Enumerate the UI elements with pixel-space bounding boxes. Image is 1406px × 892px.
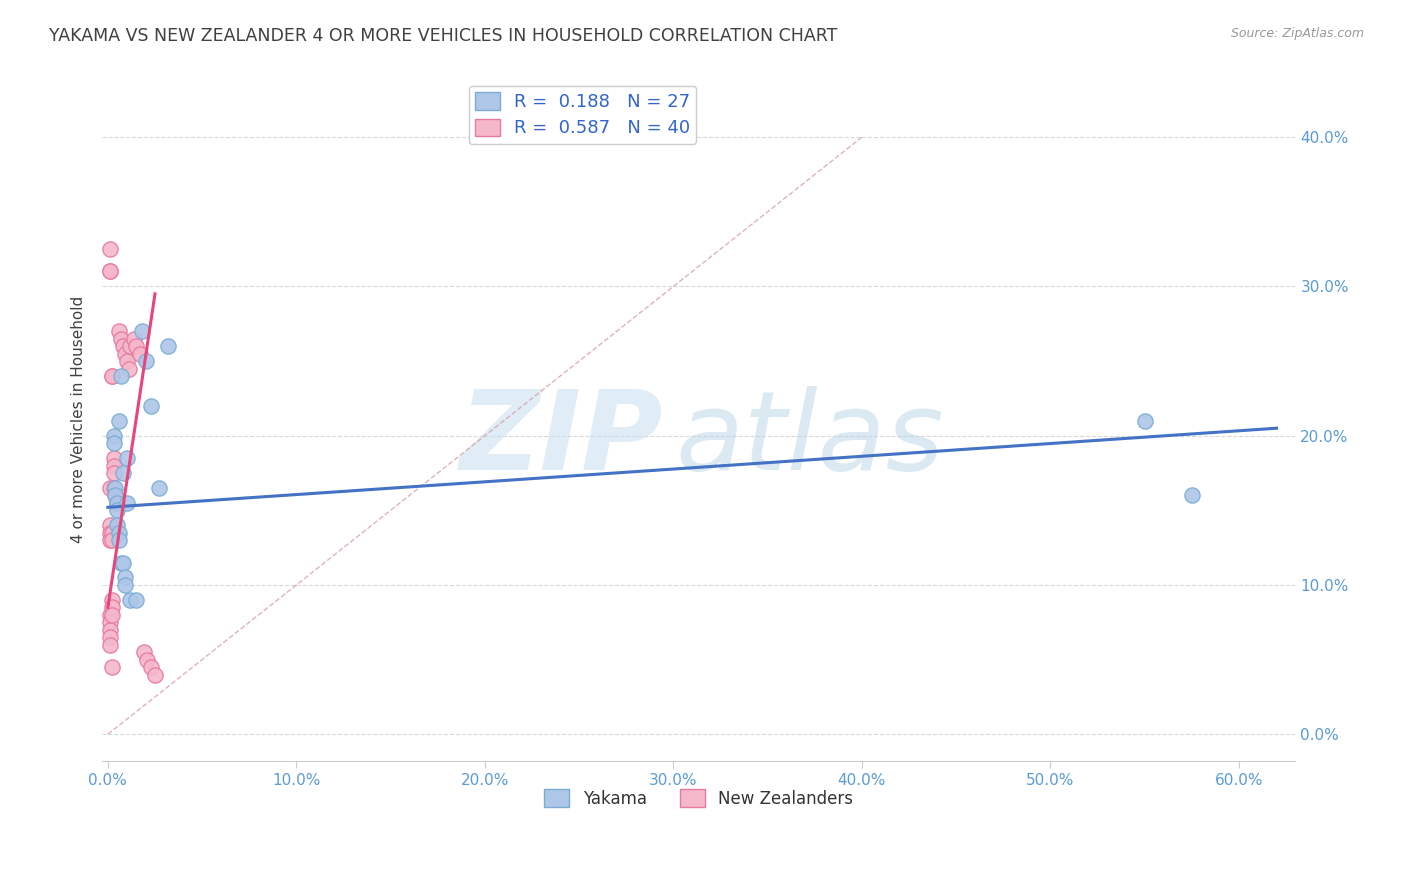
Point	[125, 593, 148, 607]
Point	[98, 264, 121, 278]
Point	[141, 399, 163, 413]
Point	[129, 346, 152, 360]
Point	[98, 623, 121, 637]
Point	[111, 339, 134, 353]
Point	[114, 578, 136, 592]
Point	[111, 466, 134, 480]
Point	[103, 451, 125, 466]
Point	[98, 607, 121, 622]
Point	[105, 503, 128, 517]
Point	[98, 638, 121, 652]
Point	[100, 533, 122, 548]
Point	[108, 414, 131, 428]
Point	[98, 615, 121, 630]
Point	[115, 496, 138, 510]
Point	[104, 488, 127, 502]
Point	[117, 361, 139, 376]
Point	[143, 667, 166, 681]
Point	[110, 368, 132, 383]
Point	[136, 652, 159, 666]
Point	[120, 593, 142, 607]
Point	[98, 533, 121, 548]
Point	[100, 660, 122, 674]
Point	[115, 451, 138, 466]
Point	[104, 481, 127, 495]
Point	[103, 428, 125, 442]
Point	[98, 525, 121, 540]
Text: ZIP: ZIP	[460, 386, 664, 493]
Point	[110, 332, 132, 346]
Point	[1181, 488, 1204, 502]
Point	[108, 525, 131, 540]
Point	[98, 481, 121, 495]
Point	[135, 354, 157, 368]
Point	[104, 488, 127, 502]
Point	[125, 339, 148, 353]
Point	[98, 264, 121, 278]
Point	[105, 496, 128, 510]
Text: Source: ZipAtlas.com: Source: ZipAtlas.com	[1230, 27, 1364, 40]
Point	[132, 645, 155, 659]
Point	[108, 533, 131, 548]
Point	[105, 496, 128, 510]
Point	[103, 458, 125, 473]
Point	[98, 518, 121, 533]
Point	[108, 324, 131, 338]
Point	[122, 332, 145, 346]
Point	[111, 556, 134, 570]
Text: atlas: atlas	[675, 386, 943, 493]
Point	[100, 600, 122, 615]
Point	[103, 466, 125, 480]
Point	[114, 346, 136, 360]
Point	[100, 593, 122, 607]
Point	[98, 630, 121, 644]
Point	[100, 368, 122, 383]
Point	[115, 354, 138, 368]
Point	[100, 368, 122, 383]
Point	[157, 339, 180, 353]
Point	[1133, 414, 1156, 428]
Point	[114, 570, 136, 584]
Legend: Yakama, New Zealanders: Yakama, New Zealanders	[537, 783, 860, 814]
Text: YAKAMA VS NEW ZEALANDER 4 OR MORE VEHICLES IN HOUSEHOLD CORRELATION CHART: YAKAMA VS NEW ZEALANDER 4 OR MORE VEHICL…	[49, 27, 838, 45]
Point	[141, 660, 163, 674]
Point	[105, 518, 128, 533]
Point	[100, 525, 122, 540]
Point	[103, 436, 125, 450]
Point	[131, 324, 153, 338]
Y-axis label: 4 or more Vehicles in Household: 4 or more Vehicles in Household	[72, 295, 86, 543]
Point	[110, 556, 132, 570]
Point	[148, 481, 170, 495]
Point	[98, 242, 121, 256]
Point	[103, 481, 125, 495]
Point	[120, 339, 142, 353]
Point	[100, 607, 122, 622]
